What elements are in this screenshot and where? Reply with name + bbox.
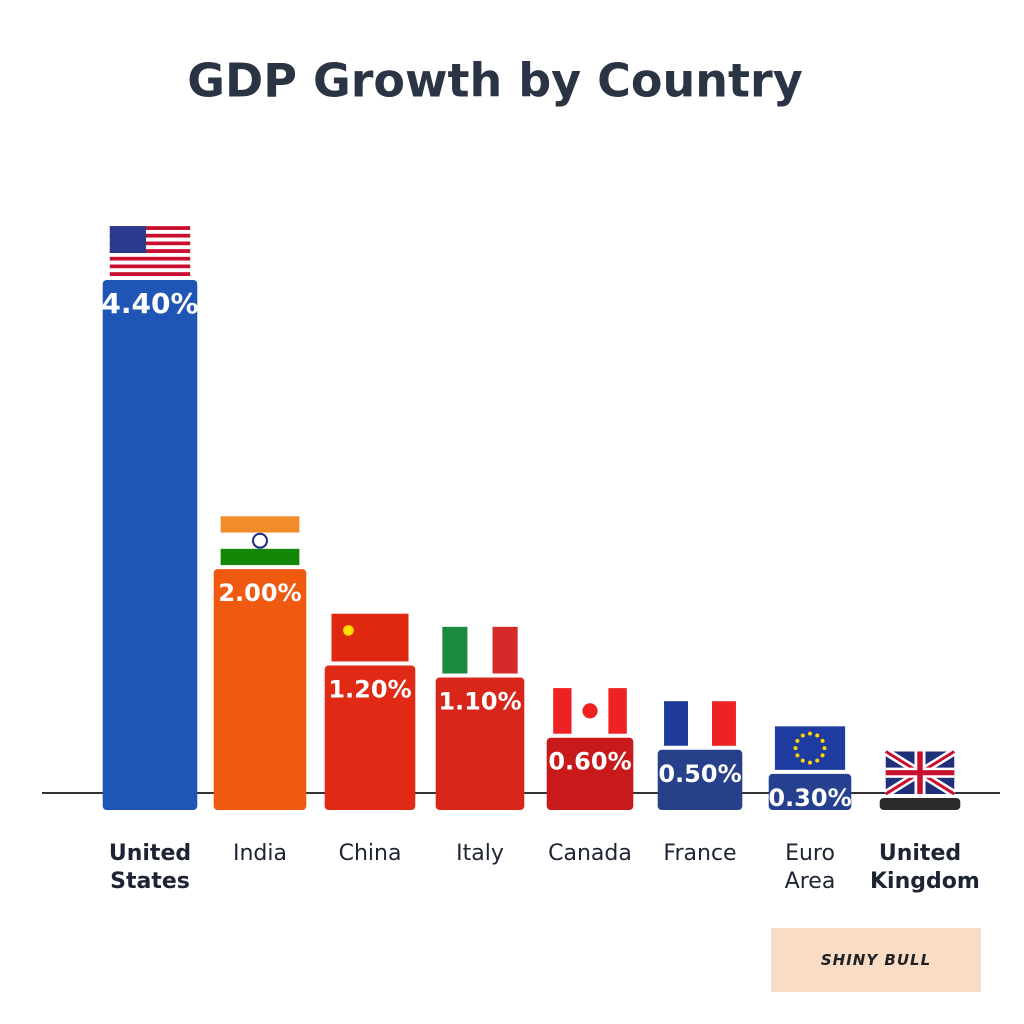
flag-part xyxy=(109,272,191,276)
x-tick-label: Italy xyxy=(456,841,504,866)
flag-part xyxy=(220,532,300,549)
flag-part xyxy=(822,746,827,751)
flag-part xyxy=(343,625,354,636)
flag-part xyxy=(109,241,191,246)
flag xyxy=(664,701,736,746)
logo: SHINY BULL xyxy=(771,928,981,992)
x-tick-label: Euro Area xyxy=(784,841,836,894)
flag-part xyxy=(582,703,598,719)
flag-part xyxy=(800,758,805,763)
flag-part xyxy=(109,260,191,265)
flag xyxy=(774,726,846,770)
flag-part xyxy=(590,688,609,734)
flag-part xyxy=(331,613,409,662)
x-tick-label: India xyxy=(233,841,287,866)
flag-part xyxy=(793,746,798,751)
flag-part xyxy=(808,731,812,736)
flag xyxy=(331,613,409,662)
flag-part xyxy=(220,548,300,566)
flag-part xyxy=(664,701,689,746)
flag-part xyxy=(109,268,191,273)
flag-part xyxy=(109,252,191,257)
flag-part xyxy=(109,229,191,234)
flag-part xyxy=(109,237,191,242)
bar xyxy=(657,749,743,810)
flag-part xyxy=(808,760,812,765)
value-label: 1.20% xyxy=(328,675,411,703)
bar xyxy=(102,280,198,810)
flag-part xyxy=(109,226,146,253)
flag-part xyxy=(795,753,800,758)
flag xyxy=(883,748,957,798)
flag-part xyxy=(815,733,820,738)
x-tick-label: Canada xyxy=(548,841,632,866)
x-tick-label: France xyxy=(663,841,737,866)
flag-part xyxy=(820,753,825,758)
x-tick-label: United States xyxy=(108,841,192,894)
flag-part xyxy=(553,688,572,734)
x-tick-label: United Kingdom xyxy=(870,841,980,894)
flag-part xyxy=(571,688,590,734)
flag-part xyxy=(608,688,627,734)
flag-part xyxy=(795,738,800,743)
chart-title: GDP Growth by Country xyxy=(187,54,802,108)
value-label: 4.40% xyxy=(101,287,198,320)
bar xyxy=(213,569,307,810)
bar xyxy=(546,737,634,810)
bar xyxy=(768,773,852,810)
flag-part xyxy=(885,770,955,776)
flag-part xyxy=(442,626,468,674)
bar xyxy=(435,677,525,810)
flag-part xyxy=(109,249,191,253)
flag-part xyxy=(109,233,191,238)
flag-part xyxy=(820,738,825,743)
flag-part xyxy=(800,733,805,738)
bar xyxy=(879,797,961,810)
flag xyxy=(220,516,300,566)
flag-part xyxy=(109,226,191,230)
value-label: 1.10% xyxy=(438,688,521,716)
flag-part xyxy=(220,516,300,533)
flag-part xyxy=(711,701,736,746)
flag xyxy=(109,226,191,276)
flag-part xyxy=(109,264,191,269)
x-tick-label: China xyxy=(338,841,402,866)
flag xyxy=(553,688,627,734)
bar xyxy=(324,665,416,810)
value-label: 0.30% xyxy=(768,784,851,812)
flag-part xyxy=(109,245,191,250)
flag xyxy=(442,626,518,674)
flag-part xyxy=(252,532,268,549)
value-label: 0.50% xyxy=(658,760,741,788)
value-label: 0.60% xyxy=(548,748,631,776)
flag-part xyxy=(467,626,493,674)
value-label: 2.00% xyxy=(218,579,301,607)
flag-part xyxy=(688,701,712,746)
value-label: 0.10% xyxy=(878,808,961,836)
flag-part xyxy=(815,758,820,763)
flag-part xyxy=(109,256,191,261)
flag-part xyxy=(492,626,518,674)
